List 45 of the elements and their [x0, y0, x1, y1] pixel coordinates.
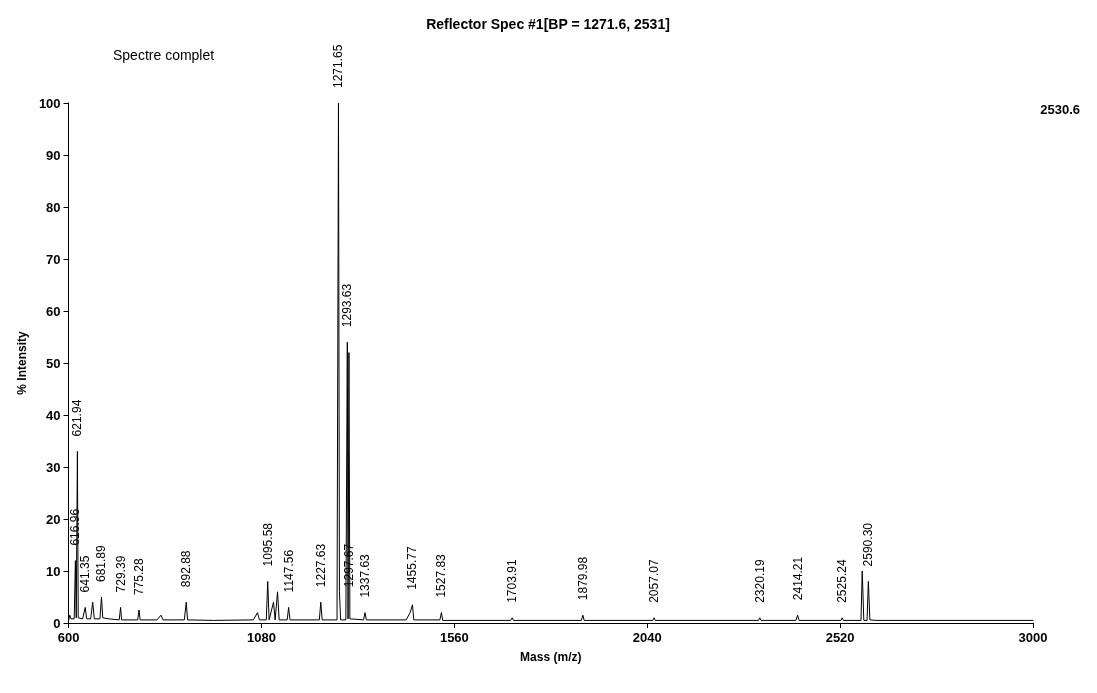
- annotation: 1293.63: [340, 283, 355, 328]
- text: 2530.6: [1040, 102, 1080, 117]
- y-tick-label: 80: [46, 199, 61, 215]
- x-axis-title: Mass (m/z): [520, 650, 582, 664]
- annotation: 1337.63: [358, 553, 372, 598]
- annotation: 681.89: [94, 544, 109, 582]
- x-tick-label: 1080: [247, 630, 276, 645]
- annotation: 1455.77: [405, 546, 420, 590]
- annotation: 729.39: [113, 555, 128, 593]
- y-tick-label: 10: [46, 563, 61, 579]
- annotation: 2590.30: [861, 522, 876, 567]
- y-tick-label: 100: [38, 95, 61, 111]
- annotation: 1147.56: [281, 549, 296, 593]
- chart-title: Reflector Spec #1[BP = 1271.6, 2531]: [426, 16, 670, 32]
- annotation: 1297.67: [341, 543, 356, 588]
- annotation: 2057.07: [647, 559, 662, 603]
- annotation: 775.28: [132, 557, 147, 595]
- y-tick-label: 0: [53, 615, 61, 631]
- y-tick-label: 70: [46, 251, 61, 267]
- annotation: 2525.24: [835, 559, 850, 603]
- y-tick-label: 20: [46, 511, 61, 527]
- x-tick-label: 2520: [825, 630, 855, 645]
- annotation: 621.94: [70, 399, 85, 437]
- annotation: 1879.98: [575, 556, 590, 601]
- y-tick-label: 90: [46, 147, 61, 163]
- annotation: 1527.83: [434, 553, 449, 598]
- y-tick-label: 50: [46, 355, 61, 371]
- y-axis-title: % Intensity: [15, 331, 29, 395]
- x-tick-label: 3000: [1018, 630, 1048, 645]
- x-tick-label: 2040: [632, 630, 662, 645]
- annotation: 1095.58: [260, 522, 275, 567]
- annotation: 616.96: [68, 508, 83, 546]
- y-tick-label: 40: [46, 407, 61, 423]
- annotation: 892.88: [179, 550, 194, 588]
- annotation: 641.35: [78, 555, 93, 593]
- y-tick-label: 30: [46, 459, 61, 475]
- annotation: 1703.91: [505, 559, 520, 603]
- annotation: 1227.63: [313, 543, 328, 588]
- text: Spectre complet: [113, 47, 215, 63]
- annotation: 2320.19: [752, 559, 767, 603]
- annotation: 1271.65: [331, 44, 346, 88]
- y-tick-label: 60: [46, 303, 61, 319]
- x-tick-label: 600: [57, 630, 80, 645]
- x-tick-label: 1560: [439, 630, 469, 645]
- annotation: 2414.21: [790, 556, 805, 601]
